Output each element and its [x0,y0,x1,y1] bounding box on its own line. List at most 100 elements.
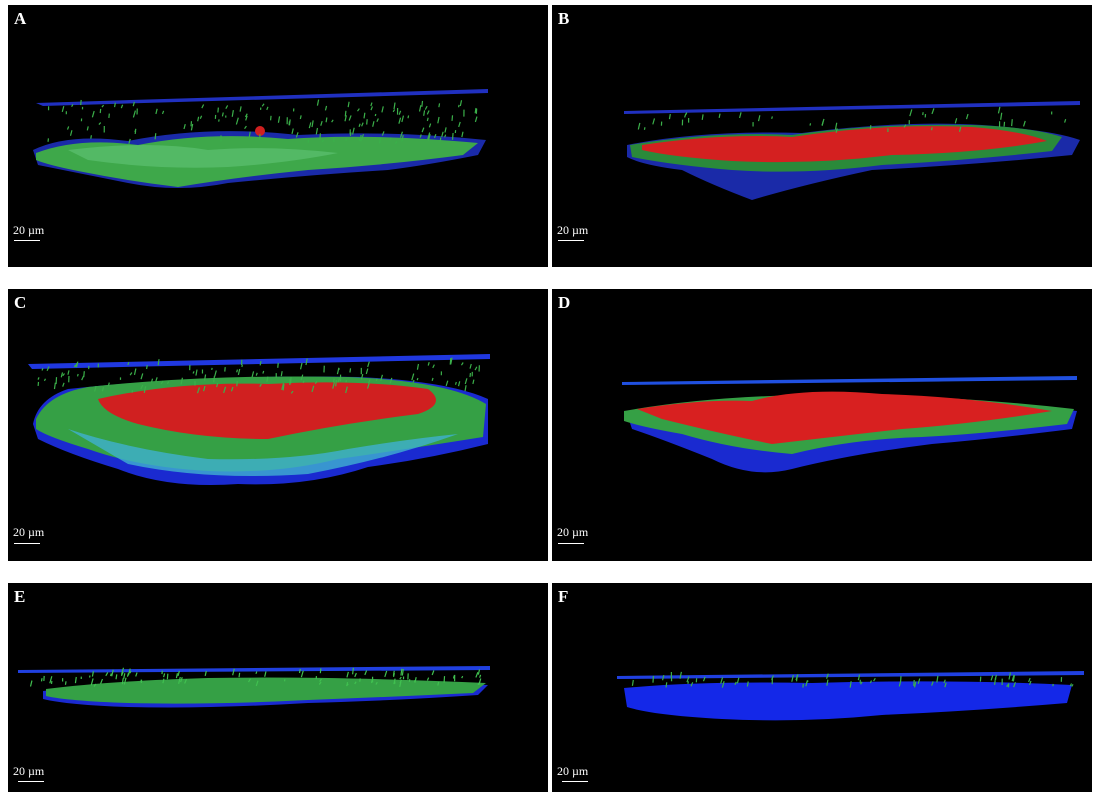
speck [806,680,809,684]
speck [1028,680,1032,686]
speck [236,381,238,387]
red-cluster [637,391,1052,444]
speck [346,682,349,686]
speck [438,103,441,108]
speck [431,670,435,676]
speck [428,123,432,128]
speck [180,676,183,683]
speck [418,105,422,112]
speck [460,362,464,366]
speck [255,372,258,376]
speck [652,118,656,125]
panel-label: E [14,587,26,606]
speck [401,134,404,142]
speck [225,105,229,109]
speck [123,673,126,679]
speck [66,126,70,130]
speck [746,681,749,687]
speck [461,131,464,138]
speck [1022,120,1026,127]
speck [360,133,365,141]
speck [909,109,913,117]
speck [423,110,426,116]
speck [464,385,467,392]
speck [857,674,861,681]
speck [702,676,706,682]
speck [160,380,164,385]
speck [101,387,105,392]
speck [290,390,294,394]
speck [734,681,737,685]
speck [132,110,136,118]
speck [60,372,64,378]
speck [393,102,396,110]
speck [354,681,357,685]
speck [360,373,364,380]
speck [454,381,457,385]
speck [416,363,420,370]
speckles [637,106,1067,133]
speck [196,387,200,394]
speck [943,679,946,684]
panel: D 20 µm [552,289,1092,561]
speck [337,378,341,383]
panel: B 20 µm [552,5,1092,267]
speck [349,368,352,373]
speck [1006,684,1009,688]
speck [184,678,188,684]
speck [64,681,67,685]
speck [115,674,118,680]
speck [407,115,410,119]
speck [437,681,440,686]
speck [132,101,135,107]
speck [451,115,454,121]
panel-label: B [558,9,570,28]
speck [421,100,424,107]
speck [311,385,315,393]
speck [445,380,449,387]
speck [288,119,291,126]
speck [378,137,382,144]
speck [100,678,104,684]
speck [684,113,687,118]
speck [282,384,285,391]
scale-label: 20 µm [557,525,589,539]
speck [690,682,694,687]
speck [120,671,124,677]
speck [62,373,65,377]
speck [930,127,933,131]
speck [1000,112,1003,120]
speck [720,677,724,684]
speck [354,672,357,678]
speck [869,680,873,684]
speck [67,370,70,375]
speck [40,678,43,682]
speck [83,371,85,378]
speck [300,374,304,381]
speck [439,137,442,142]
speck [721,681,725,688]
speck [214,370,217,377]
speck [255,671,258,675]
speck [835,128,838,133]
speck [245,115,248,121]
speck [175,673,179,679]
biofilm [624,681,1072,721]
plane [36,89,488,106]
speck [201,104,205,109]
speck [135,672,138,677]
speck [345,380,348,383]
speck [277,116,281,123]
speck [231,110,234,117]
speck [143,386,147,393]
speck [474,366,478,371]
speck [126,672,130,677]
speck [913,681,917,688]
speck [993,680,996,685]
scale-bar [14,240,40,241]
speck [259,383,262,387]
speck [203,374,207,381]
speck [251,371,255,378]
speck [359,678,361,682]
speck [903,124,907,128]
